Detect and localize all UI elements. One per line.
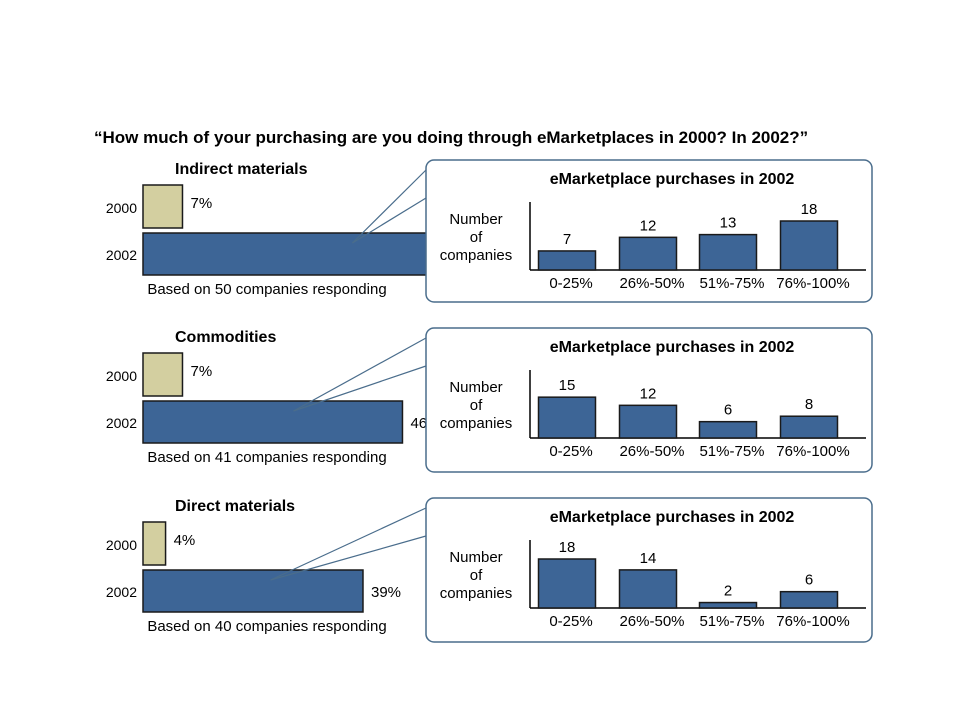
detail-tick-label: 76%-100% [776, 275, 849, 292]
detail-data-label: 8 [805, 396, 813, 413]
callout-line [293, 337, 427, 412]
detail-bar [618, 236, 678, 271]
chart-section-3: Direct materials 2000 2002 4% 39% Based on 40… [106, 497, 873, 643]
detail-ylabel: Number [449, 549, 502, 566]
detail-title: eMarketplace purchases in 2002 [550, 339, 795, 356]
year-label: 2000 [106, 200, 137, 216]
chart-question: “How much of your purchasing are you doi… [94, 128, 808, 147]
response-note: Based on 50 companies responding [147, 281, 386, 298]
detail-tick-label: 51%-75% [699, 443, 764, 460]
detail-data-label: 6 [724, 402, 732, 419]
detail-ylabel: of [470, 567, 483, 584]
detail-panel-frame [425, 327, 873, 473]
detail-bar [779, 415, 839, 439]
section-title: Direct materials [175, 498, 295, 515]
response-note: Based on 40 companies responding [147, 618, 386, 635]
detail-tick-label: 0-25% [549, 275, 592, 292]
callout-line [351, 169, 427, 244]
detail-bar [698, 420, 758, 439]
detail-ylabel: companies [440, 415, 513, 432]
bar-2000 [142, 521, 167, 566]
detail-bar [537, 396, 597, 439]
detail-data-label: 6 [805, 572, 813, 589]
response-note: Based on 41 companies responding [147, 449, 386, 466]
detail-bar [618, 404, 678, 439]
bar-2000 [142, 352, 184, 397]
detail-ylabel: Number [449, 379, 502, 396]
callout-line [270, 535, 427, 581]
detail-data-label: 12 [640, 217, 657, 234]
detail-tick-label: 0-25% [549, 443, 592, 460]
bar-2002 [142, 400, 404, 444]
detail-ylabel: of [470, 397, 483, 414]
detail-title: eMarketplace purchases in 2002 [550, 509, 795, 526]
detail-data-label: 7 [563, 231, 571, 248]
detail-tick-label: 51%-75% [699, 275, 764, 292]
value-label: 7% [190, 195, 212, 212]
value-label: 4% [174, 532, 196, 549]
detail-tick-label: 26%-50% [619, 443, 684, 460]
detail-bar [698, 601, 758, 609]
detail-panel: eMarketplace purchases in 2002 Numberofco… [425, 159, 873, 303]
detail-tick-label: 76%-100% [776, 613, 849, 630]
detail-data-label: 18 [801, 201, 818, 218]
bar-2002 [142, 569, 364, 613]
detail-bar [537, 250, 597, 271]
callout-line [293, 365, 427, 412]
section-title: Indirect materials [175, 161, 308, 178]
detail-tick-label: 76%-100% [776, 443, 849, 460]
detail-data-label: 13 [720, 215, 737, 232]
value-label: 7% [190, 363, 212, 380]
detail-panel: eMarketplace purchases in 2002 Numberofco… [425, 497, 873, 643]
detail-ylabel: companies [440, 585, 513, 602]
detail-ylabel: Number [449, 211, 502, 228]
detail-bar [698, 233, 758, 271]
detail-data-label: 14 [640, 550, 657, 567]
year-label: 2000 [106, 368, 137, 384]
detail-tick-label: 26%-50% [619, 275, 684, 292]
detail-data-label: 12 [640, 385, 657, 402]
year-label: 2002 [106, 247, 137, 263]
detail-bar [537, 558, 597, 609]
detail-data-label: 18 [559, 539, 576, 556]
detail-data-label: 2 [724, 583, 732, 600]
detail-panel: eMarketplace purchases in 2002 Numberofco… [425, 327, 873, 473]
detail-ylabel: companies [440, 247, 513, 264]
year-label: 2002 [106, 584, 137, 600]
detail-panel-frame [425, 159, 873, 303]
detail-tick-label: 26%-50% [619, 613, 684, 630]
value-label: 39% [371, 584, 401, 601]
detail-data-label: 15 [559, 377, 576, 394]
year-label: 2000 [106, 537, 137, 553]
callout-line [352, 197, 427, 244]
detail-ylabel: of [470, 229, 483, 246]
bar-2000 [142, 184, 184, 229]
detail-title: eMarketplace purchases in 2002 [550, 171, 795, 188]
detail-bar [618, 569, 678, 609]
detail-bar [779, 590, 839, 609]
detail-tick-label: 51%-75% [699, 613, 764, 630]
section-title: Commodities [175, 329, 276, 346]
callout-line [270, 507, 427, 581]
year-label: 2002 [106, 415, 137, 431]
detail-tick-label: 0-25% [549, 613, 592, 630]
detail-bar [779, 220, 839, 271]
